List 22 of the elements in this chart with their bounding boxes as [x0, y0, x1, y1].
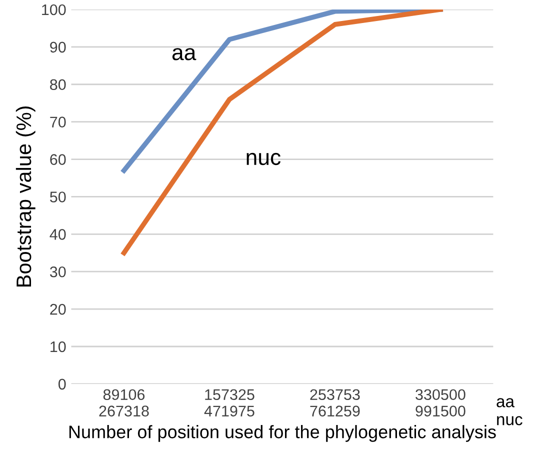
x-tick-label: 253753 761259: [310, 389, 360, 416]
y-tick-label: 20: [50, 304, 66, 315]
x-tick-label: 157325 471975: [204, 389, 254, 416]
x-axis-title: Number of position used for the phylogenetic analysis: [69, 425, 496, 442]
text: aa nuc: [496, 398, 522, 426]
y-tick-label: 70: [50, 116, 66, 128]
y-axis-title: Bootstrap value (%): [16, 106, 36, 286]
y-tick-label: 10: [50, 341, 66, 352]
y-tick-label: 100: [42, 4, 66, 16]
y-tick-label: 40: [50, 229, 66, 240]
y-tick-label: 0: [58, 378, 66, 390]
x-tick-label: 330500 991500: [416, 389, 466, 416]
line-series: [122, 9, 443, 173]
y-tick-label: 50: [50, 192, 66, 202]
line-series: [122, 9, 443, 256]
x-tick-label: 89106 267318: [99, 389, 149, 416]
y-tick-label: 30: [50, 266, 66, 278]
y-tick-label: 60: [50, 154, 66, 165]
y-tick-label: 90: [50, 42, 66, 53]
text: nuc: [246, 152, 281, 166]
series-label: aa: [172, 48, 196, 60]
y-tick-label: 80: [50, 79, 66, 90]
